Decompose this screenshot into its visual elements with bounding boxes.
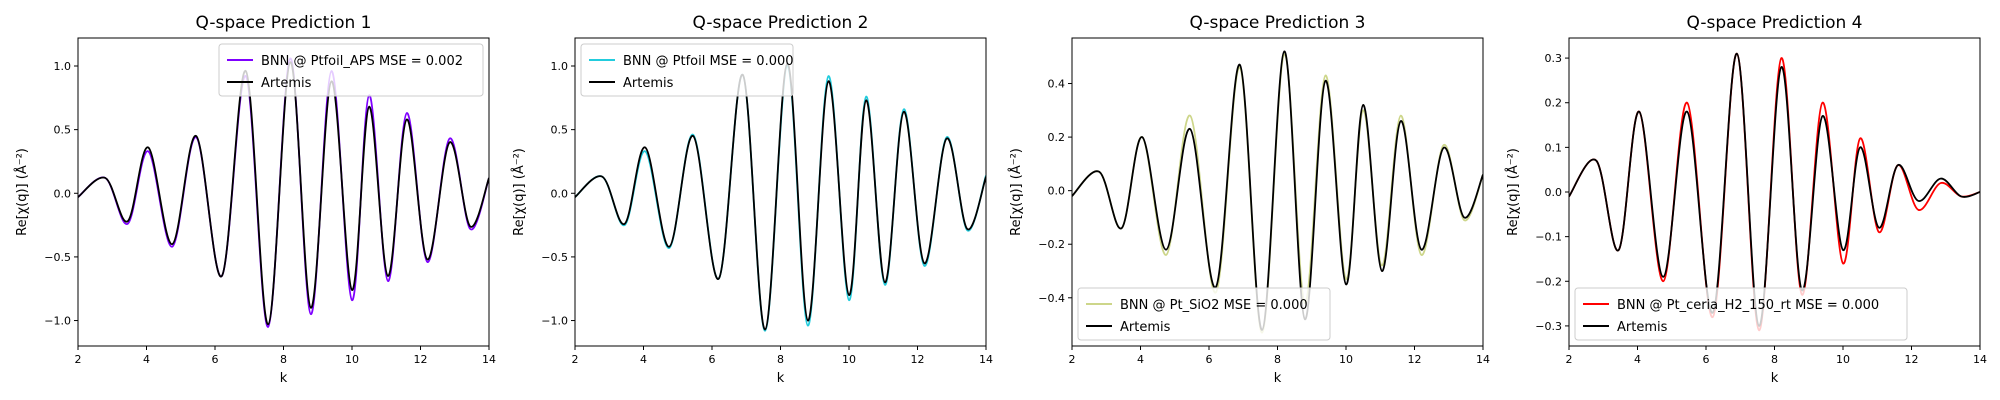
legend-label: Artemis (623, 76, 674, 91)
chart-title: Q-space Prediction 3 (1190, 13, 1366, 33)
x-tick-label: 8 (1274, 353, 1281, 366)
legend-label: BNN @ Pt_SiO2 MSE = 0.000 (1120, 298, 1308, 313)
y-tick-label: −0.5 (541, 251, 568, 264)
x-tick-label: 6 (1703, 353, 1710, 366)
x-tick-label: 2 (75, 353, 82, 366)
x-tick-label: 4 (143, 353, 150, 366)
series-group (1569, 52, 1980, 332)
x-tick-label: 6 (212, 353, 219, 366)
legend-label: BNN @ Ptfoil MSE = 0.000 (623, 54, 794, 69)
chart-panel-4: 2 4 6 8 10 12 14 −0.3 −0.2 −0.1 0.0 0.1 0.2 0.3 Q-spac… (1505, 13, 1987, 386)
chart-title: Q-space Prediction 4 (1687, 13, 1863, 33)
chart-panel-3: 2 4 6 8 10 12 14 −0.4 −0.2 0.0 0.2 0.4 Q-space Predi… (1008, 13, 1490, 386)
legend-box (1077, 287, 1331, 341)
x-tick-label: 12 (414, 353, 428, 366)
x-tick-label: 10 (1836, 353, 1850, 366)
y-tick-label: 0.0 (1048, 185, 1066, 198)
legend: BNN @ Ptfoil_APS MSE = 0.002 Artemis (218, 43, 484, 97)
x-tick-label: 14 (979, 353, 993, 366)
x-tick-label: 4 (1137, 353, 1144, 366)
x-tick-label: 10 (345, 353, 359, 366)
series-group (1072, 50, 1483, 334)
series-line-artemis (78, 61, 489, 326)
y-axis-label: Re[χ(q)] (Å⁻²) (14, 148, 30, 236)
x-axis-label: k (1274, 371, 1282, 386)
x-tick-label: 10 (842, 353, 856, 366)
y-tick-label: −0.1 (1535, 231, 1562, 244)
x-axis-label: k (777, 371, 785, 386)
legend-label: Artemis (1617, 320, 1668, 335)
legend-box (1574, 287, 1908, 341)
chart-title: Q-space Prediction 1 (196, 13, 372, 33)
y-tick-label: −1.0 (541, 315, 568, 328)
y-tick-label: −0.4 (1038, 292, 1065, 305)
y-tick-label: −1.0 (44, 315, 71, 328)
x-axis-label: k (1771, 371, 1779, 386)
legend-box (580, 43, 794, 97)
y-tick-label: −0.2 (1535, 275, 1562, 288)
y-tick-label: 0.5 (54, 124, 72, 137)
y-tick-label: −0.3 (1535, 320, 1562, 333)
x-tick-label: 2 (1566, 353, 1573, 366)
y-axis-label: Re[χ(q)] (Å⁻²) (1505, 148, 1521, 236)
x-tick-label: 2 (1069, 353, 1076, 366)
y-tick-label: 0.5 (551, 124, 569, 137)
x-tick-label: 10 (1339, 353, 1353, 366)
x-tick-label: 14 (1476, 353, 1490, 366)
y-tick-label: 0.3 (1545, 52, 1563, 65)
y-tick-label: 1.0 (551, 60, 569, 73)
series-line-artemis (1072, 50, 1483, 331)
y-tick-label: 0.2 (1048, 131, 1066, 144)
chart-panel-2: 2 4 6 8 10 12 14 −1.0 −0.5 0.0 0.5 1.0 Q-space Predi… (511, 13, 993, 386)
y-tick-label: −0.2 (1038, 238, 1065, 251)
y-tick-label: 0.4 (1048, 78, 1066, 91)
chart-panel-1: 2 4 6 8 10 12 14 −1.0 −0.5 0.0 0.5 1.0 Q-space Predi… (14, 13, 496, 386)
y-axis-label: Re[χ(q)] (Å⁻²) (511, 148, 527, 236)
legend: BNN @ Ptfoil MSE = 0.000 Artemis (580, 43, 794, 97)
legend: BNN @ Pt_ceria_H2_150_rt MSE = 0.000 Arte… (1574, 287, 1908, 341)
y-tick-label: −0.5 (44, 251, 71, 264)
series-group (575, 62, 986, 332)
y-tick-label: 1.0 (54, 60, 72, 73)
series-line-artemis (575, 62, 986, 331)
x-tick-label: 4 (1634, 353, 1641, 366)
x-tick-label: 2 (572, 353, 579, 366)
legend-label: Artemis (1120, 320, 1171, 335)
series-group (78, 57, 489, 328)
x-tick-label: 8 (1771, 353, 1778, 366)
x-tick-label: 12 (911, 353, 925, 366)
x-tick-label: 8 (777, 353, 784, 366)
legend-box (218, 43, 484, 97)
y-tick-label: 0.1 (1545, 141, 1563, 154)
legend-label: BNN @ Ptfoil_APS MSE = 0.002 (261, 54, 463, 69)
x-tick-label: 12 (1408, 353, 1422, 366)
chart-title: Q-space Prediction 2 (693, 13, 869, 33)
x-tick-label: 6 (1206, 353, 1213, 366)
x-tick-label: 4 (640, 353, 647, 366)
x-axis-label: k (280, 371, 288, 386)
y-tick-label: 0.0 (551, 187, 569, 200)
x-tick-label: 8 (280, 353, 287, 366)
series-line-artemis (1569, 52, 1980, 327)
y-tick-label: 0.0 (54, 187, 72, 200)
x-tick-label: 14 (1973, 353, 1987, 366)
legend-label: Artemis (261, 76, 312, 91)
y-tick-label: 0.2 (1545, 97, 1563, 110)
legend-label: BNN @ Pt_ceria_H2_150_rt MSE = 0.000 (1617, 298, 1879, 313)
x-tick-label: 14 (482, 353, 496, 366)
y-tick-label: 0.0 (1545, 186, 1563, 199)
x-tick-label: 6 (709, 353, 716, 366)
x-tick-label: 12 (1905, 353, 1919, 366)
legend: BNN @ Pt_SiO2 MSE = 0.000 Artemis (1077, 287, 1331, 341)
y-axis-label: Re[χ(q)] (Å⁻²) (1008, 148, 1024, 236)
